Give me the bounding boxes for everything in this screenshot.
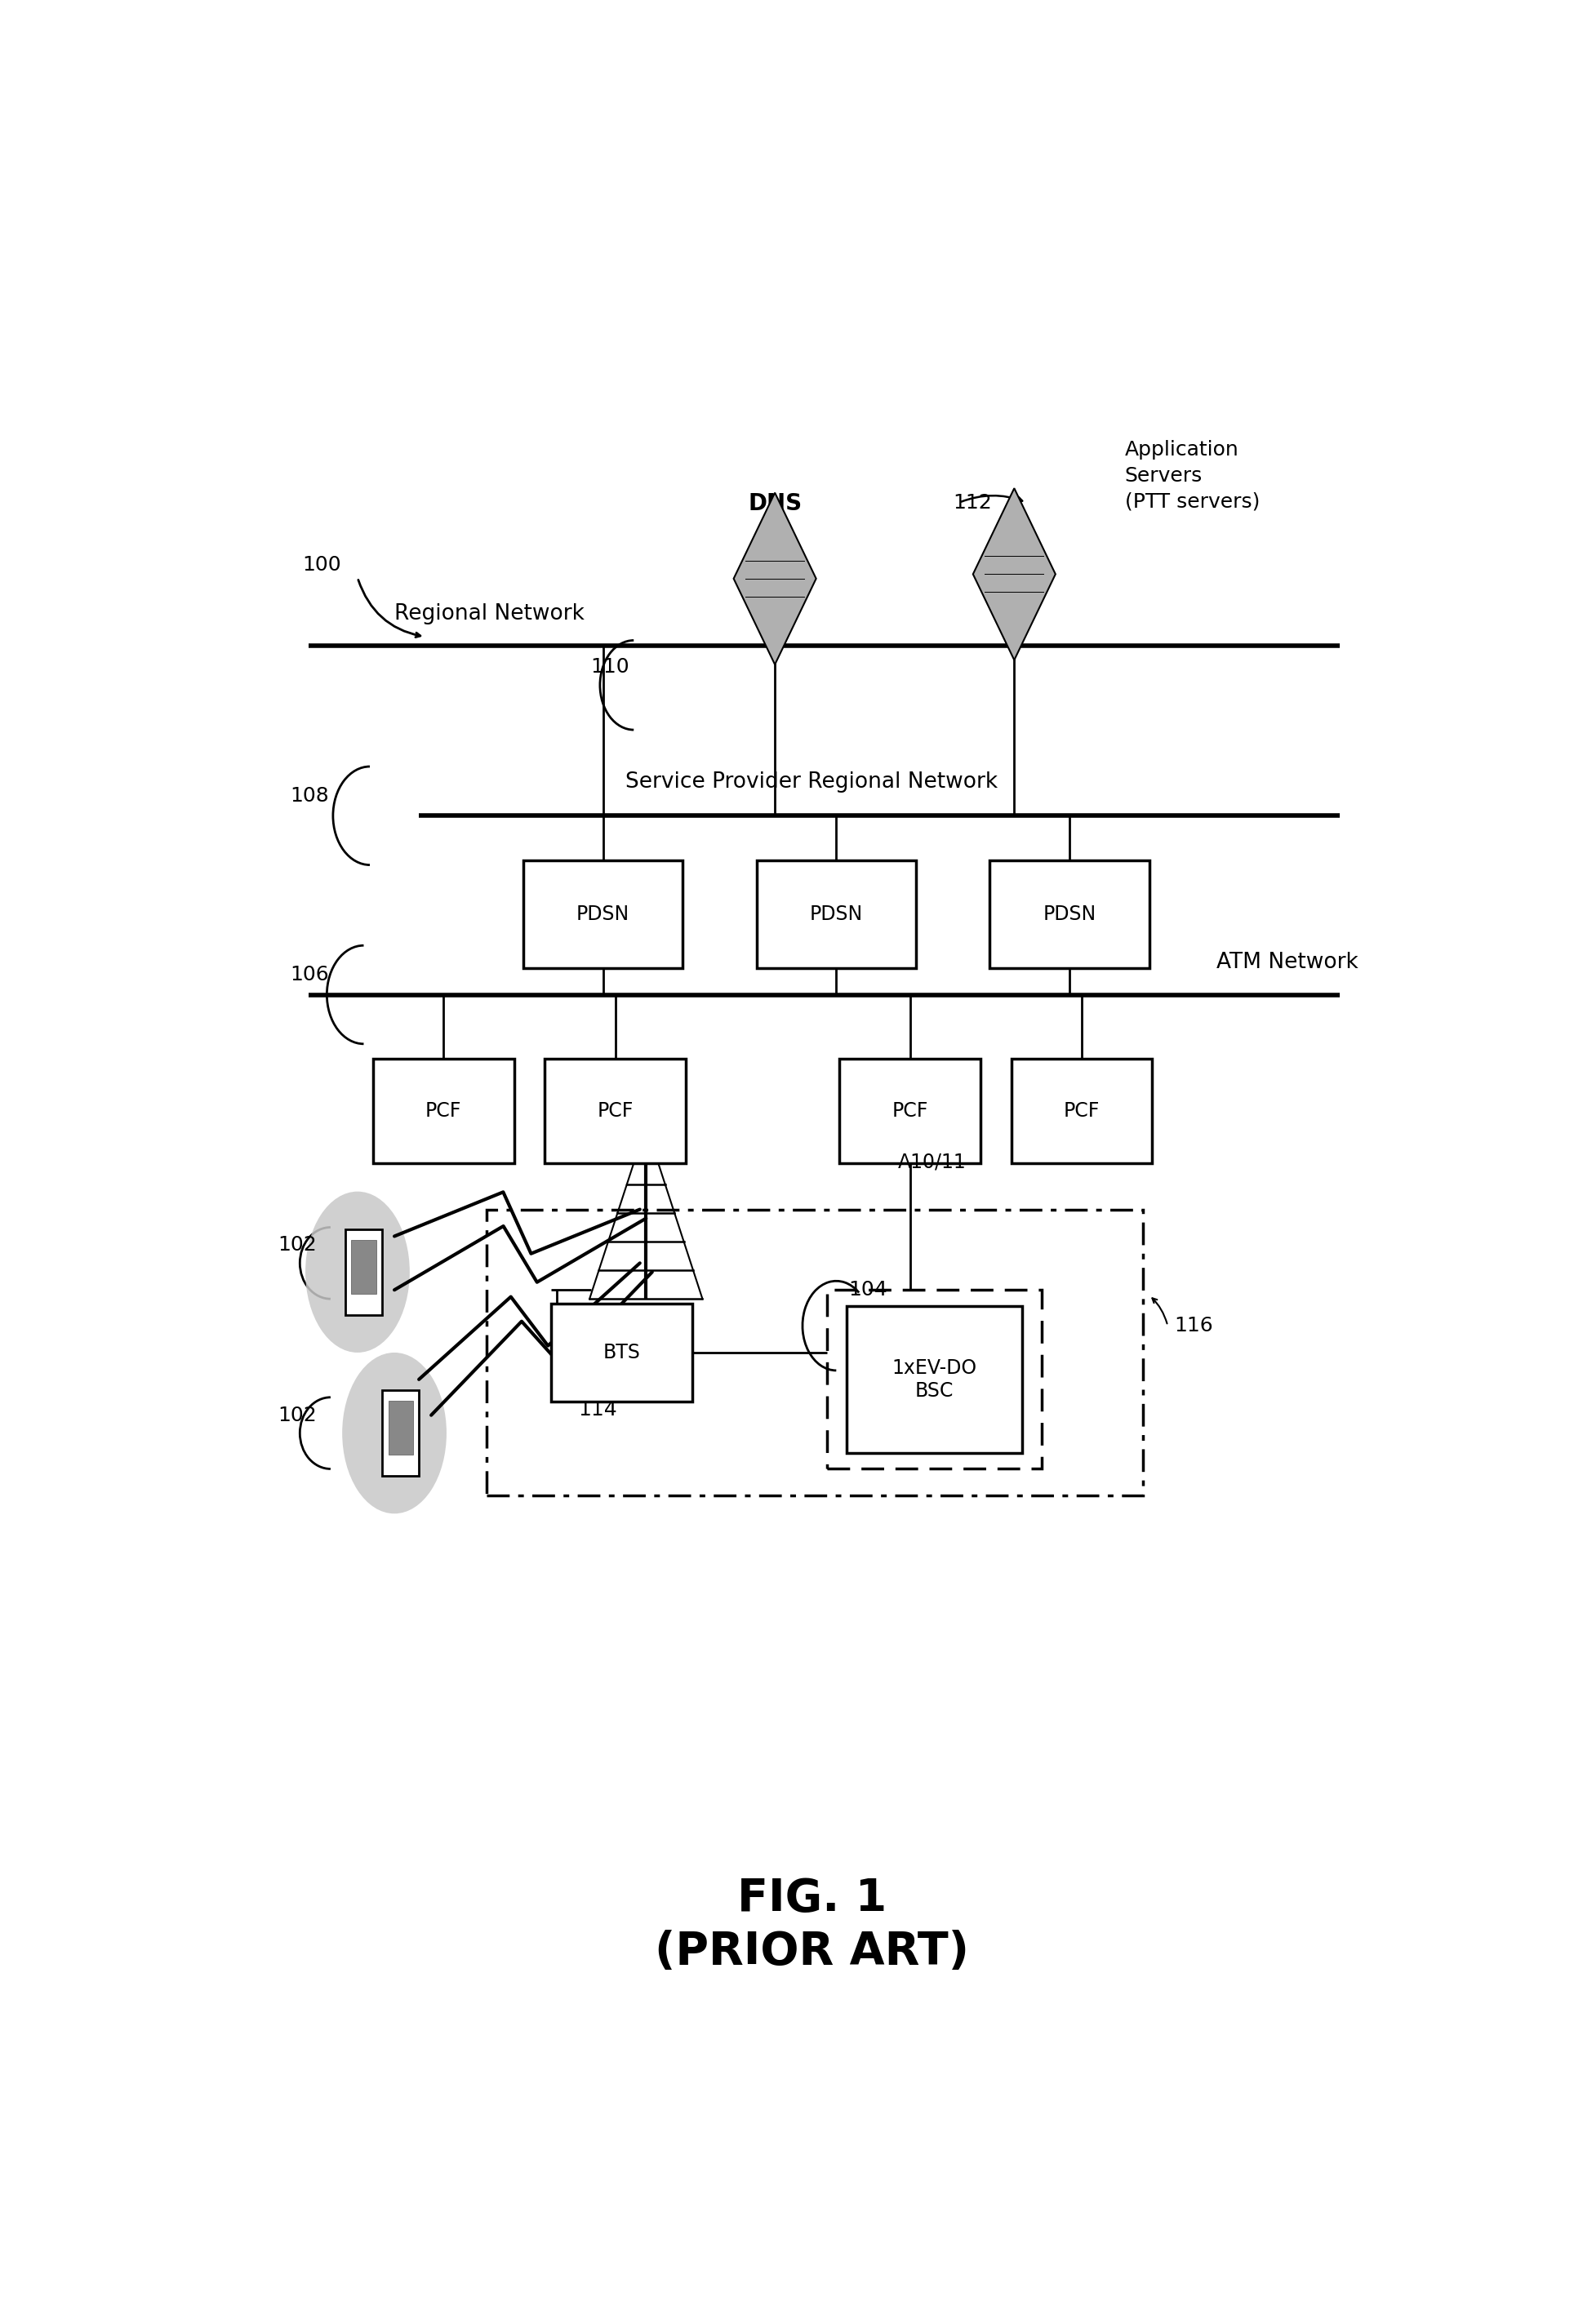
- Text: 116: 116: [1173, 1315, 1213, 1336]
- Text: 1xEV-DO
BSC: 1xEV-DO BSC: [891, 1357, 977, 1401]
- Bar: [486, 1208, 1143, 1497]
- Text: A10/11: A10/11: [898, 1153, 966, 1171]
- Text: 102: 102: [277, 1406, 317, 1425]
- Text: PCF: PCF: [597, 1102, 633, 1120]
- Text: PDSN: PDSN: [1042, 904, 1095, 925]
- Text: BTS: BTS: [603, 1343, 640, 1362]
- Text: 106: 106: [290, 964, 329, 985]
- Bar: [382, 1390, 418, 1476]
- Text: PCF: PCF: [1064, 1102, 1099, 1120]
- Bar: [372, 1060, 514, 1162]
- Text: 108: 108: [290, 786, 329, 806]
- Text: FIG. 1: FIG. 1: [736, 1875, 886, 1920]
- Text: DNS: DNS: [747, 493, 801, 516]
- Ellipse shape: [306, 1192, 410, 1353]
- Bar: [1010, 1060, 1152, 1162]
- Text: Service Provider Regional Network: Service Provider Regional Network: [625, 772, 997, 792]
- Text: 112: 112: [953, 493, 991, 511]
- Text: PDSN: PDSN: [809, 904, 863, 925]
- Bar: [351, 1239, 375, 1294]
- Polygon shape: [733, 493, 815, 665]
- Bar: [388, 1401, 413, 1455]
- Text: Application
Servers
(PTT servers): Application Servers (PTT servers): [1124, 439, 1258, 511]
- Bar: [757, 860, 915, 967]
- Text: Regional Network: Regional Network: [394, 602, 584, 625]
- Bar: [345, 1229, 382, 1315]
- Bar: [522, 860, 682, 967]
- Polygon shape: [972, 488, 1054, 660]
- Text: 100: 100: [302, 555, 340, 574]
- Text: ATM Network: ATM Network: [1216, 953, 1358, 974]
- Text: 102: 102: [277, 1236, 317, 1255]
- Ellipse shape: [342, 1353, 446, 1513]
- Bar: [551, 1304, 692, 1401]
- Text: PDSN: PDSN: [576, 904, 630, 925]
- Text: PCF: PCF: [426, 1102, 461, 1120]
- Text: 104: 104: [848, 1281, 886, 1299]
- Bar: [845, 1306, 1023, 1452]
- Text: PCF: PCF: [891, 1102, 928, 1120]
- Bar: [839, 1060, 980, 1162]
- Text: 110: 110: [590, 658, 630, 676]
- Bar: [989, 860, 1149, 967]
- Text: (PRIOR ART): (PRIOR ART): [654, 1929, 969, 1973]
- Text: 114: 114: [578, 1399, 617, 1420]
- Bar: [826, 1290, 1042, 1469]
- Bar: [545, 1060, 685, 1162]
